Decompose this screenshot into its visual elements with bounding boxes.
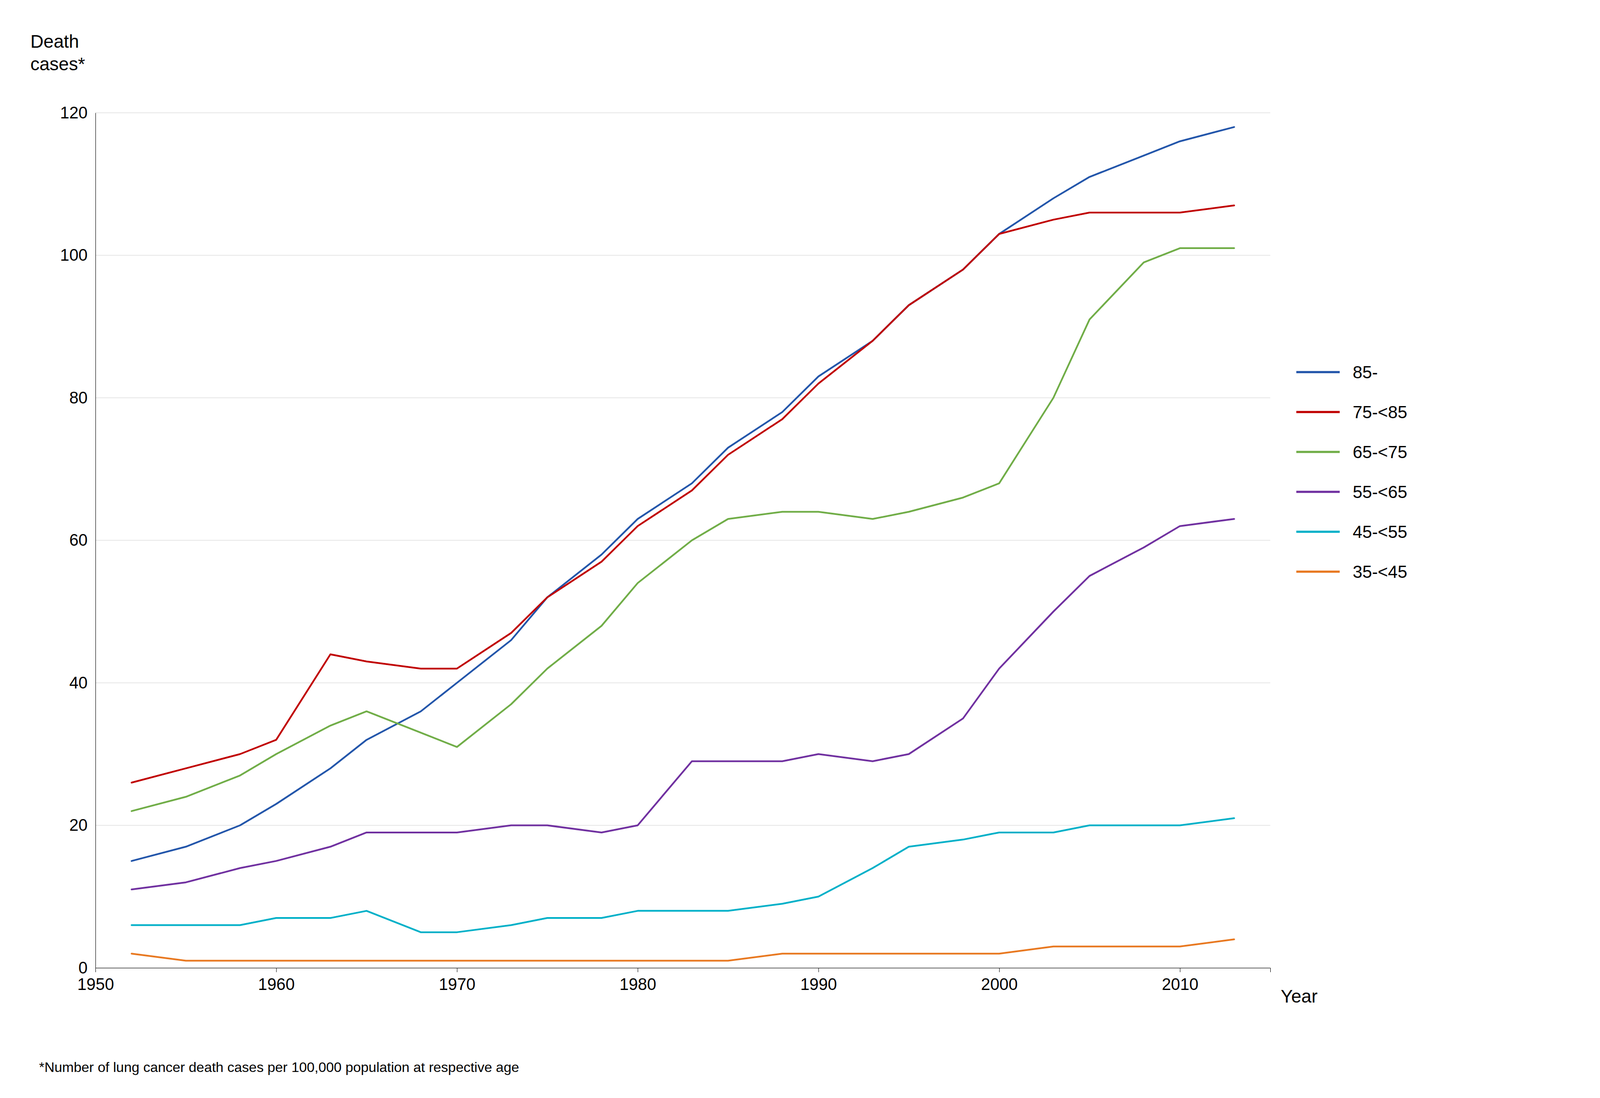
x-tick: 1980 xyxy=(619,967,657,994)
legend-label: 65-<75 xyxy=(1352,442,1408,462)
x-tick-mark xyxy=(818,967,819,973)
footnote: *Number of lung cancer death cases per 1… xyxy=(39,1059,520,1076)
x-tick-mark xyxy=(276,967,277,973)
series-line xyxy=(131,248,1234,812)
grid-line xyxy=(95,255,1271,256)
y-axis-title: cases* xyxy=(30,53,86,75)
y-tick-label: 0 xyxy=(78,958,88,978)
legend: 85- 75-<85 65-<75 55-<65 45-<55 35-<45 xyxy=(1296,362,1408,582)
x-tick-label: 2010 xyxy=(1161,975,1199,994)
legend-label: 35-<45 xyxy=(1352,562,1408,582)
x-tick-label: 1980 xyxy=(619,975,657,994)
y-tick-label: 40 xyxy=(69,673,88,692)
legend-item: 55-<65 xyxy=(1296,482,1408,502)
y-tick-label: 20 xyxy=(69,816,88,835)
legend-item: 65-<75 xyxy=(1296,442,1408,462)
plot-area: 1950 1960 1970 1980 1990 2000 2010 0 20 40 60 80 100… xyxy=(60,103,1271,994)
legend-swatch xyxy=(1296,410,1340,414)
series-line xyxy=(131,818,1234,933)
series-line xyxy=(131,127,1234,862)
x-tick-label: 1970 xyxy=(438,975,476,994)
x-axis-title: Year xyxy=(1280,986,1318,1007)
series-line xyxy=(131,518,1234,890)
x-tick-label: 1950 xyxy=(77,975,115,994)
x-tick-label: 1990 xyxy=(800,975,838,994)
x-tick-label: 2000 xyxy=(980,975,1018,994)
y-tick: 0 xyxy=(78,958,96,978)
y-tick-label: 100 xyxy=(60,245,88,265)
x-axis: 1950 1960 1970 1980 1990 2000 2010 xyxy=(77,967,1271,994)
legend-swatch xyxy=(1296,570,1340,573)
series-line xyxy=(131,205,1234,783)
grid-line xyxy=(95,112,1271,114)
x-tick: 1970 xyxy=(438,967,476,994)
legend-swatch xyxy=(1296,490,1340,493)
y-axis: 0 20 40 60 80 100 120 xyxy=(60,103,96,978)
legend-label: 45-<55 xyxy=(1352,522,1408,542)
x-tick-label: 1960 xyxy=(258,975,296,994)
y-tick: 120 xyxy=(60,103,96,122)
legend-item: 75-<85 xyxy=(1296,402,1408,422)
y-tick: 100 xyxy=(60,245,96,265)
y-tick: 20 xyxy=(69,816,96,835)
y-tick: 80 xyxy=(69,388,96,407)
x-tick-mark xyxy=(95,967,96,973)
x-tick: 1990 xyxy=(800,967,838,994)
y-axis-line xyxy=(95,113,96,969)
legend-swatch xyxy=(1296,530,1340,533)
x-tick: 2000 xyxy=(980,967,1018,994)
grid xyxy=(95,112,1271,968)
x-tick-mark xyxy=(637,967,639,973)
grid-line xyxy=(95,397,1271,399)
y-tick: 60 xyxy=(69,531,96,550)
y-tick-label: 80 xyxy=(69,388,88,407)
x-axis-line xyxy=(95,968,1271,973)
grid-line xyxy=(95,540,1271,541)
legend-item: 85- xyxy=(1296,362,1378,382)
chart: 1950 1960 1970 1980 1990 2000 2010 0 20 40 60 80 100… xyxy=(0,0,1600,1098)
legend-item: 45-<55 xyxy=(1296,522,1408,542)
y-tick-label: 120 xyxy=(60,103,88,122)
lines xyxy=(131,127,1234,961)
legend-label: 55-<65 xyxy=(1352,482,1408,502)
legend-item: 35-<45 xyxy=(1296,562,1408,582)
x-tick: 2010 xyxy=(1161,967,1199,994)
legend-label: 85- xyxy=(1352,362,1378,382)
grid-line xyxy=(95,682,1271,684)
x-tick-mark xyxy=(999,967,1000,973)
legend-swatch xyxy=(1296,450,1340,453)
legend-label: 75-<85 xyxy=(1352,402,1408,422)
x-tick: 1960 xyxy=(258,967,296,994)
y-axis-title: Death xyxy=(30,31,79,52)
legend-swatch xyxy=(1296,370,1340,374)
y-tick-label: 60 xyxy=(69,531,88,550)
series-line xyxy=(131,939,1234,961)
x-tick-mark xyxy=(456,967,458,973)
x-tick-mark xyxy=(1180,967,1181,973)
y-tick: 40 xyxy=(69,673,96,692)
